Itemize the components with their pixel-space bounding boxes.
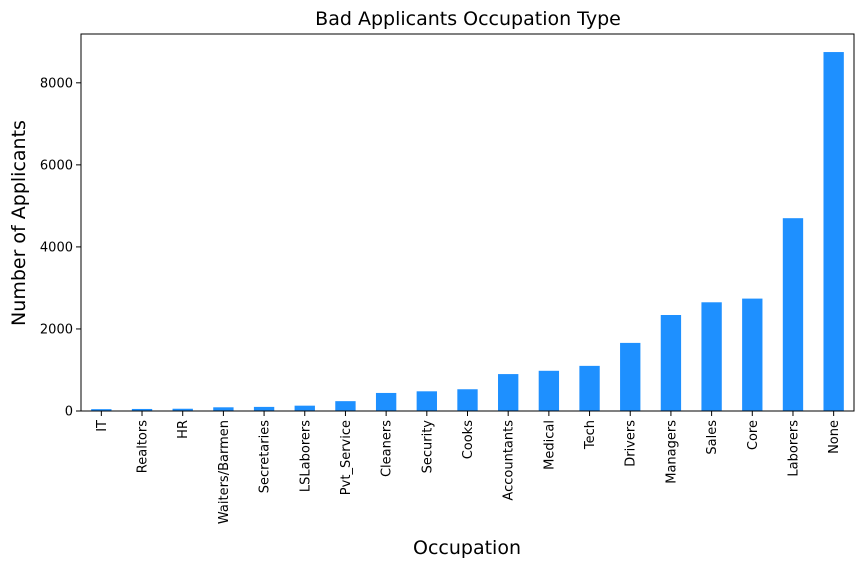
- bar-managers: [660, 315, 682, 411]
- x-tick-label: IT: [95, 420, 110, 432]
- bar-hr: [172, 408, 193, 411]
- y-tick-label: 2000: [40, 322, 73, 337]
- x-tick-label: Managers: [664, 420, 679, 484]
- plot-frame: [80, 33, 855, 412]
- x-tick-label: Cooks: [461, 420, 476, 460]
- bar-realtors: [131, 408, 153, 411]
- x-tick-label: Drivers: [624, 420, 639, 467]
- x-tick-label: Security: [420, 420, 435, 474]
- bar-it: [91, 409, 112, 411]
- x-tick-label: None: [827, 420, 842, 454]
- bar-drivers: [620, 342, 641, 411]
- bar-security: [416, 391, 437, 411]
- chart-title: Bad Applicants Occupation Type: [315, 8, 621, 30]
- x-tick-label: Accountants: [502, 420, 517, 501]
- x-tick-label: Tech: [583, 420, 598, 450]
- bar-none: [823, 52, 844, 412]
- y-axis: 0 2000 4000 6000 8000: [40, 76, 81, 420]
- x-tick-label: Core: [746, 420, 761, 450]
- x-tick-label: HR: [176, 420, 191, 439]
- bar-secretaries: [253, 406, 275, 411]
- x-tick-label: Medical: [542, 420, 557, 470]
- x-tick-label: LSLaborers: [298, 420, 313, 492]
- bar-sales: [701, 302, 722, 411]
- x-tick-label: Secretaries: [258, 420, 273, 493]
- x-tick-label: Realtors: [136, 420, 151, 473]
- bar-laborers: [782, 218, 804, 411]
- bar-accountants: [498, 374, 519, 411]
- bars-group: [91, 52, 844, 412]
- bar-cooks: [457, 389, 478, 411]
- bar-lslaborers: [294, 405, 315, 411]
- x-tick-label: Sales: [705, 420, 720, 455]
- x-tick-label: Pvt_Service: [339, 420, 354, 495]
- y-tick-label: 0: [65, 405, 73, 420]
- bar-tech: [579, 365, 600, 411]
- bar-medical: [538, 370, 560, 411]
- bar-core: [742, 298, 763, 411]
- x-axis-title: Occupation: [413, 537, 521, 559]
- y-tick-label: 8000: [40, 76, 73, 91]
- x-tick-label: Waiters/Barmen: [217, 420, 232, 524]
- bar-cleaners: [375, 392, 397, 411]
- bar-waiters-barmen: [213, 407, 234, 411]
- y-axis-title: Number of Applicants: [8, 120, 30, 326]
- x-tick-label: Cleaners: [380, 420, 395, 477]
- y-tick-label: 4000: [40, 240, 73, 255]
- x-axis: IT Realtors HR Waiters/Barmen Secretaries LSL…: [95, 411, 842, 524]
- x-tick-label: Laborers: [786, 420, 801, 477]
- bar-pvt-service: [335, 401, 356, 411]
- y-tick-label: 6000: [40, 158, 73, 173]
